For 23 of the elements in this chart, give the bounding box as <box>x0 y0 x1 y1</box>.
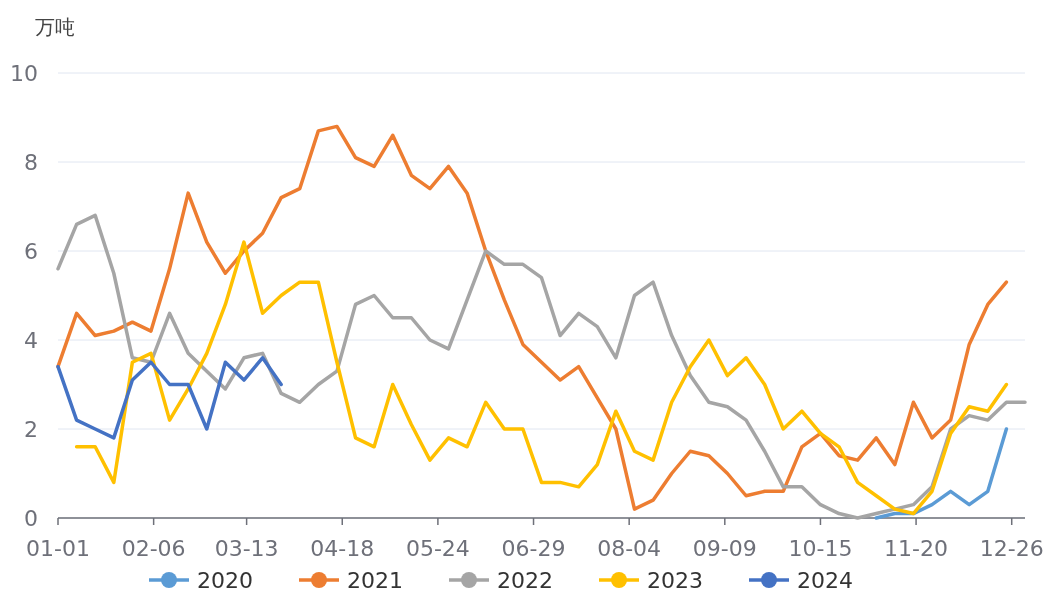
x-tick-label: 10-15 <box>788 536 853 561</box>
legend-label: 2020 <box>197 568 253 593</box>
y-tick-label: 6 <box>24 239 38 264</box>
x-tick-label: 04-18 <box>310 536 375 561</box>
x-tick-label: 03-13 <box>214 536 279 561</box>
y-tick-label: 8 <box>24 150 38 175</box>
y-tick-label: 10 <box>10 61 38 86</box>
x-tick-label: 06-29 <box>501 536 566 561</box>
x-tick-label: 12-26 <box>979 536 1044 561</box>
y-tick-label: 2 <box>24 417 38 442</box>
x-tick-label: 11-20 <box>884 536 949 561</box>
x-tick-label: 02-06 <box>121 536 186 561</box>
legend-label: 2021 <box>347 568 403 593</box>
x-tick-label: 01-01 <box>26 536 90 561</box>
x-tick-label: 09-09 <box>692 536 757 561</box>
y-tick-label: 4 <box>24 328 38 353</box>
y-tick-label: 0 <box>24 506 38 531</box>
x-tick-label: 05-24 <box>405 536 470 561</box>
legend-label: 2024 <box>797 568 853 593</box>
legend-label: 2022 <box>497 568 553 593</box>
y-axis-title: 万吨 <box>35 15 75 39</box>
legend-label: 2023 <box>647 568 703 593</box>
x-tick-label: 08-04 <box>597 536 662 561</box>
